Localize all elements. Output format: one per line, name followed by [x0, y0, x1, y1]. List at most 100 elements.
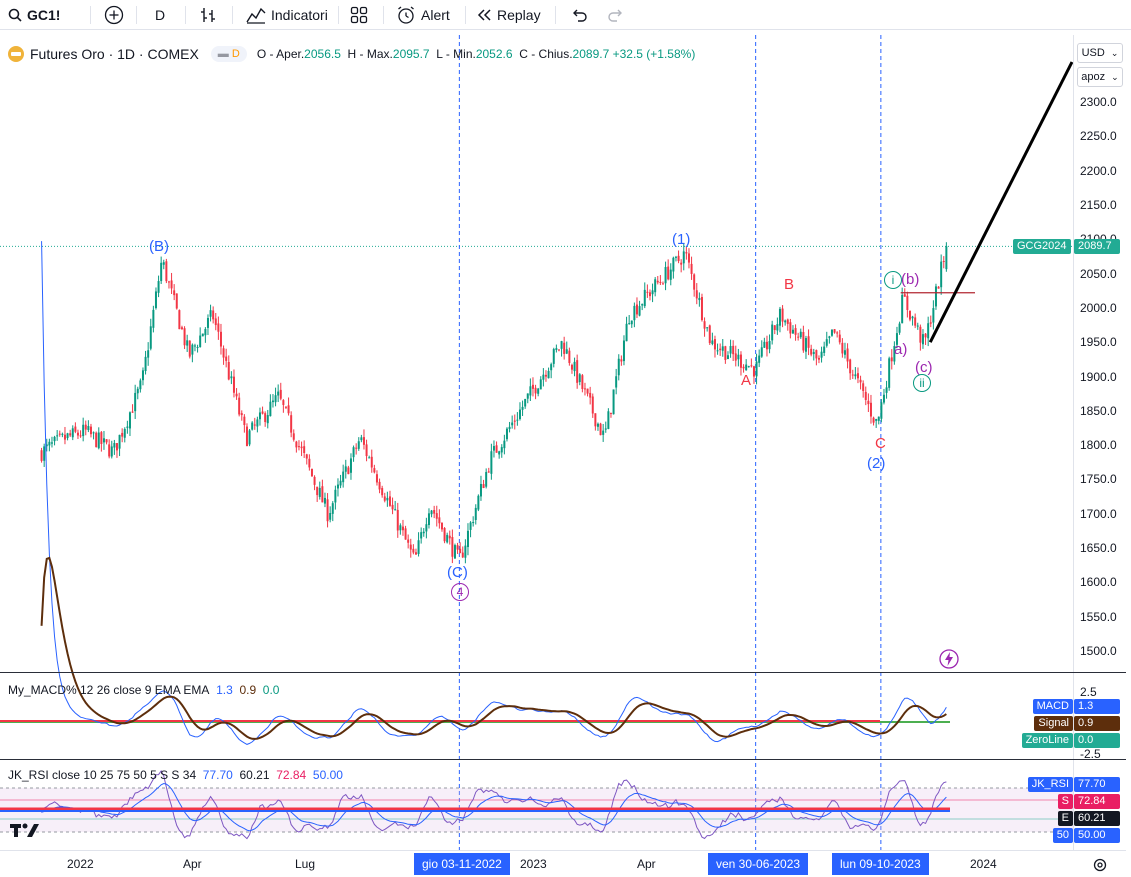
- chart-type-button[interactable]: [199, 0, 217, 30]
- undo-button[interactable]: [570, 0, 588, 30]
- compare-add-button[interactable]: [104, 0, 124, 30]
- candle-body: [193, 345, 196, 347]
- price-tick: 2300.0: [1080, 95, 1117, 109]
- macd-signal-line: [40, 556, 947, 740]
- wave-label-4[interactable]: 4: [451, 583, 469, 601]
- wave-label-1[interactable]: (1): [672, 231, 691, 248]
- alert-button[interactable]: Alert: [396, 0, 450, 30]
- time-tick: Apr: [637, 857, 656, 871]
- candle-body: [628, 323, 631, 325]
- replay-button[interactable]: Replay: [476, 0, 541, 30]
- candle-body: [823, 346, 826, 353]
- time-tick: 2022: [67, 857, 94, 871]
- candle-body: [118, 434, 121, 449]
- candle-body: [128, 412, 131, 429]
- candle-body: [102, 438, 105, 443]
- wave-label-ii[interactable]: ii: [913, 374, 931, 392]
- tradingview-logo[interactable]: [10, 822, 42, 843]
- wave-label-i[interactable]: i: [884, 271, 902, 289]
- wave-label-B-minor[interactable]: B: [784, 276, 795, 293]
- candle-body: [641, 304, 644, 306]
- candle-body: [243, 416, 246, 426]
- candle-body: [817, 357, 820, 360]
- candle-body: [726, 355, 729, 360]
- candle-body: [760, 347, 763, 357]
- candle-body: [261, 411, 264, 414]
- rsi-legend[interactable]: JK_RSI close 10 25 75 50 5 S S 34 77.70 …: [8, 768, 343, 782]
- instrument-title[interactable]: Futures Oro · 1D · COMEX: [30, 46, 199, 62]
- lightning-icon[interactable]: [939, 649, 959, 674]
- candle-body: [568, 350, 571, 363]
- macd-legend[interactable]: My_MACD% 12 26 close 9 EMA EMA 1.3 0.9 0…: [8, 683, 280, 697]
- interval-button[interactable]: D: [155, 7, 166, 23]
- candle-body: [178, 310, 181, 330]
- indicators-label: Indicatori: [271, 7, 328, 23]
- wave-label-b[interactable]: (b): [901, 271, 920, 288]
- candle-body: [560, 341, 563, 349]
- candle-body: [206, 317, 209, 328]
- candle-body: [669, 269, 672, 280]
- candle-body: [339, 480, 342, 486]
- candle-body: [50, 442, 53, 444]
- candle-body: [937, 286, 940, 289]
- candle-body: [859, 379, 862, 383]
- candle-body: [667, 266, 670, 280]
- symbol-search[interactable]: GC1!: [8, 0, 60, 30]
- layouts-button[interactable]: [350, 0, 368, 30]
- candle-body: [516, 419, 519, 421]
- price-tick: 2000.0: [1080, 300, 1117, 315]
- candle-body: [734, 353, 737, 361]
- chart-canvas[interactable]: [0, 35, 1126, 850]
- price-tick: 2150.0: [1080, 197, 1117, 212]
- candle-body: [622, 340, 625, 362]
- redo-button[interactable]: [607, 0, 625, 30]
- candle-body: [113, 443, 116, 448]
- candle-body: [313, 476, 316, 485]
- candle-body: [134, 392, 137, 412]
- search-icon: [8, 8, 22, 22]
- candle-body: [404, 528, 407, 540]
- wave-label-2[interactable]: (2): [867, 455, 886, 472]
- wave-label-a[interactable]: a): [894, 341, 908, 358]
- candle-body: [472, 521, 475, 524]
- indicators-button[interactable]: Indicatori: [246, 0, 328, 30]
- candle-body: [869, 402, 872, 417]
- candle-body: [695, 290, 698, 299]
- candle-body: [940, 261, 943, 288]
- candle-body: [407, 539, 410, 543]
- macd-line: [41, 241, 947, 745]
- candle-body: [89, 426, 92, 435]
- candle-body: [932, 308, 935, 323]
- candle-body: [544, 374, 547, 377]
- candle-body: [880, 402, 883, 419]
- candle-body: [331, 503, 334, 514]
- candle-body: [526, 393, 529, 399]
- candle-body: [269, 401, 272, 417]
- candle-body: [776, 324, 779, 331]
- candle-body: [490, 451, 493, 474]
- rsi-label-name: E: [1057, 811, 1073, 826]
- candle-body: [191, 344, 194, 355]
- candle-body: [349, 458, 352, 473]
- candle-body: [256, 419, 259, 427]
- candle-body: [539, 379, 542, 390]
- settings-icon[interactable]: [1092, 857, 1108, 877]
- candle-body: [154, 291, 157, 309]
- macd-label-value: 0.9: [1074, 716, 1120, 731]
- currency-button[interactable]: USD ⌄: [1077, 43, 1123, 63]
- candle-body: [279, 389, 282, 399]
- time-axis[interactable]: [0, 851, 1131, 877]
- candle-body: [713, 339, 716, 350]
- wave-label-C[interactable]: (C): [447, 564, 468, 581]
- candle-body: [225, 356, 228, 361]
- wave-label-B[interactable]: (B): [149, 238, 169, 255]
- wave-label-C-minor[interactable]: C: [875, 435, 886, 452]
- candle-body: [82, 424, 85, 437]
- time-tick: 2023: [520, 857, 547, 871]
- unit-button[interactable]: apoz ⌄: [1077, 67, 1123, 87]
- candle-body: [438, 517, 441, 524]
- wave-label-A[interactable]: A: [741, 372, 752, 389]
- wave-label-c[interactable]: (c): [915, 359, 933, 376]
- candle-body: [737, 354, 740, 360]
- candle-body: [141, 370, 144, 381]
